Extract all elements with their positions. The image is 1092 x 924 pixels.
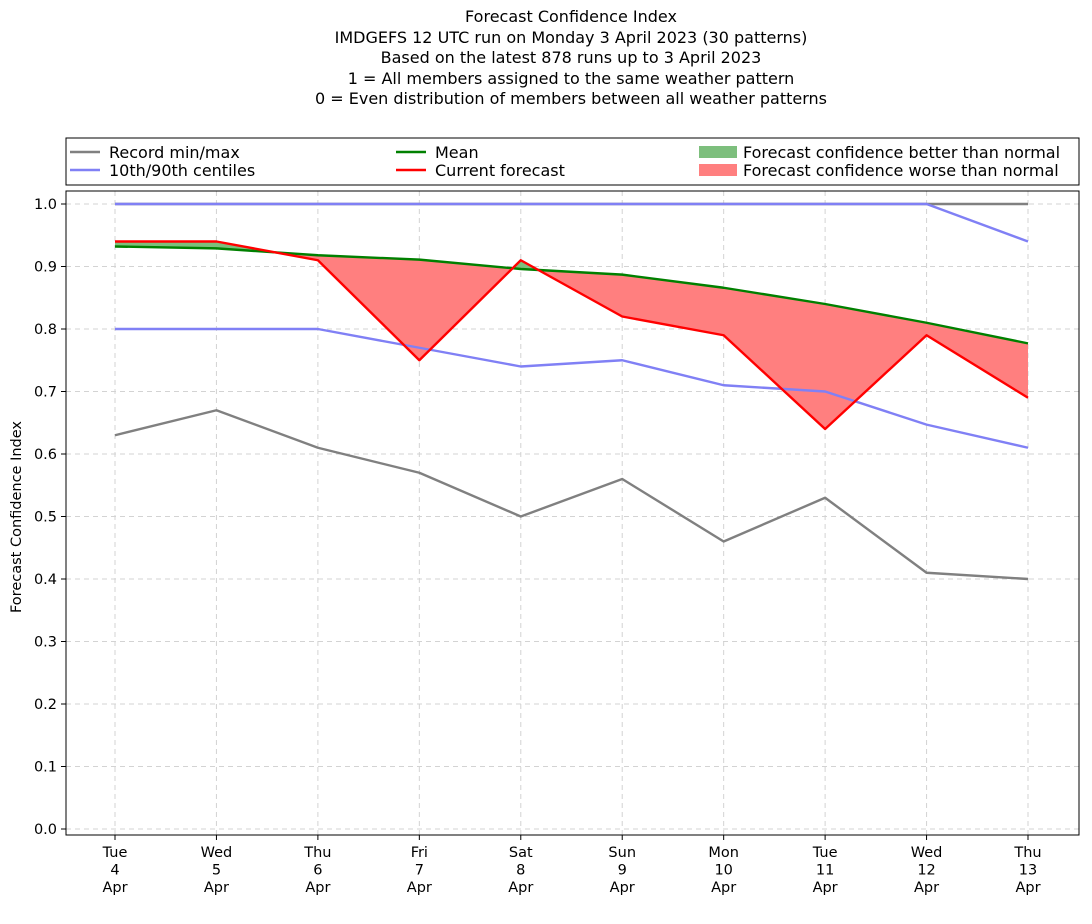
y-tick-label: 0.6	[34, 447, 57, 463]
y-tick-label: 0.3	[34, 635, 57, 651]
x-tick-label: Wed	[201, 845, 233, 861]
chart-title: Forecast Confidence Index IMDGEFS 12 UTC…	[0, 7, 1092, 110]
worse-than-normal-fill	[275, 252, 513, 361]
legend-label: Forecast confidence worse than normal	[743, 161, 1059, 180]
x-tick-label: 11	[816, 863, 834, 879]
legend-label: Mean	[435, 143, 479, 162]
plot-frame	[65, 190, 1080, 836]
x-tick-label: Apr	[1015, 880, 1040, 896]
y-axis-label: Forecast Confidence Index	[9, 421, 25, 613]
legend-label: Record min/max	[109, 143, 240, 162]
legend-label: Current forecast	[435, 161, 565, 180]
title-line: 1 = All members assigned to the same wea…	[347, 68, 795, 88]
x-tick-label: Apr	[813, 880, 838, 896]
x-tick-label: 7	[415, 863, 424, 879]
x-tick-label: Apr	[711, 880, 736, 896]
series-line-current	[115, 240, 1029, 431]
legend-box	[65, 137, 1080, 186]
axis-ticks: 0.00.10.20.30.40.50.60.70.80.91.0Tue4Apr…	[34, 197, 1042, 896]
legend-swatch-patch	[699, 146, 737, 158]
y-tick-label: 0.4	[34, 572, 57, 588]
title-line: Based on the latest 878 runs up to 3 Apr…	[380, 48, 762, 67]
x-tick-label: Apr	[204, 880, 229, 896]
legend-label: Forecast confidence better than normal	[743, 143, 1060, 162]
y-tick-label: 1.0	[34, 197, 57, 213]
x-tick-label: Apr	[305, 880, 330, 896]
y-tick-label: 0.1	[34, 760, 57, 776]
x-tick-label: 12	[917, 863, 935, 879]
x-tick-label: 4	[110, 863, 119, 879]
x-tick-label: 13	[1019, 863, 1037, 879]
worse-than-normal-fill	[538, 269, 1028, 429]
x-tick-label: 5	[212, 863, 221, 879]
title-line: 0 = Even distribution of members between…	[314, 89, 828, 108]
y-tick-label: 0.0	[34, 822, 57, 838]
y-tick-label: 0.5	[34, 510, 57, 526]
fill-areas	[115, 241, 1028, 429]
x-tick-label: Tue	[812, 845, 838, 861]
x-tick-label: Apr	[407, 880, 432, 896]
x-tick-label: 6	[313, 863, 322, 879]
legend-label: 10th/90th centiles	[109, 161, 255, 180]
x-tick-label: Wed	[911, 845, 943, 861]
series-line-record-min	[114, 409, 1029, 581]
x-tick-label: Tue	[102, 845, 128, 861]
y-tick-label: 0.8	[34, 322, 57, 338]
x-tick-label: 8	[516, 863, 525, 879]
y-tick-label: 0.9	[34, 260, 57, 276]
x-tick-label: 10	[714, 863, 732, 879]
x-tick-label: Apr	[914, 880, 939, 896]
x-tick-label: Apr	[102, 880, 127, 896]
x-tick-label: 9	[618, 863, 627, 879]
title-line: IMDGEFS 12 UTC run on Monday 3 April 202…	[334, 27, 808, 47]
x-tick-label: Fri	[411, 845, 428, 861]
y-tick-label: 0.7	[34, 385, 57, 401]
title-line: Forecast Confidence Index	[465, 7, 677, 26]
x-tick-label: Mon	[708, 845, 739, 861]
series-line-p90	[115, 202, 1029, 243]
x-tick-label: Sun	[608, 845, 636, 861]
series-lines	[114, 202, 1029, 581]
x-tick-label: Apr	[508, 880, 533, 896]
series-line-p10	[115, 327, 1029, 449]
x-tick-label: Sat	[509, 845, 533, 861]
y-tick-label: 0.2	[34, 697, 57, 713]
legend-swatch-patch	[699, 164, 737, 176]
x-tick-label: Thu	[303, 845, 331, 861]
x-tick-label: Apr	[610, 880, 635, 896]
x-tick-label: Thu	[1013, 845, 1041, 861]
